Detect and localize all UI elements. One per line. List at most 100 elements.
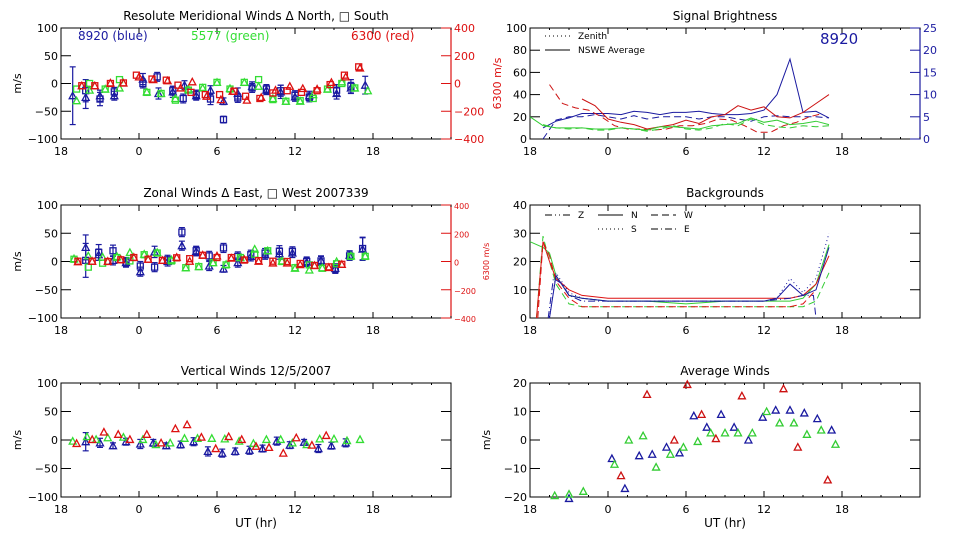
series-8920-west: [82, 227, 367, 278]
data-point: [269, 89, 277, 97]
data-point: [140, 251, 148, 259]
data-point: [192, 90, 200, 99]
y-tick-label: −50: [35, 105, 58, 118]
data-point: [230, 446, 240, 456]
data-point: [302, 439, 312, 449]
data-point: [254, 75, 263, 84]
data-point: [355, 434, 365, 444]
chart-title: Backgrounds: [686, 186, 764, 200]
chart-title: Average Winds: [680, 364, 770, 378]
y-tick-label: 40: [513, 89, 527, 102]
x-tick-label: 12: [288, 503, 302, 516]
data-point: [182, 419, 192, 429]
data-point: [771, 405, 781, 414]
data-point: [139, 79, 147, 88]
data-point: [312, 84, 322, 93]
y-tick-label: 0: [51, 256, 58, 269]
data-point: [179, 94, 187, 103]
series-6300: [72, 419, 331, 457]
data-point: [176, 439, 186, 449]
right-y-tick-label: 10: [923, 89, 937, 102]
data-point: [177, 240, 187, 250]
data-point: [564, 489, 574, 498]
right-y-tick-label: 15: [923, 66, 937, 79]
data-point: [110, 88, 118, 96]
data-point: [156, 437, 166, 447]
data-point: [254, 257, 263, 265]
x-tick-label: 6: [214, 145, 221, 158]
right-y-tick-label: 200: [454, 230, 469, 239]
data-point: [642, 389, 652, 399]
data-point: [360, 80, 370, 89]
data-point: [234, 436, 244, 445]
data-point: [278, 257, 286, 266]
y-tick-label: 10: [513, 406, 527, 419]
data-point: [609, 459, 620, 468]
data-point: [209, 258, 217, 267]
chart-title: Signal Brightness: [673, 9, 778, 23]
series-5577-w: [536, 235, 830, 319]
y-tick-label: 40: [513, 199, 527, 212]
data-point: [269, 257, 277, 265]
right-y-tick-label: 20: [923, 44, 937, 57]
data-point: [297, 88, 306, 97]
series-5577: [550, 406, 841, 500]
series-5577-zenith: [542, 118, 830, 132]
data-point: [220, 433, 230, 443]
data-point: [216, 94, 226, 104]
data-point: [310, 261, 319, 270]
legend-label: Z: [578, 211, 584, 221]
data-point: [136, 262, 144, 270]
legend-label: NSWE Average: [578, 46, 645, 56]
data-point: [233, 257, 243, 267]
data-point: [74, 257, 82, 265]
data-point: [187, 88, 195, 97]
data-point: [218, 263, 229, 273]
data-line: [542, 114, 830, 140]
series-6300-nswe-average: [581, 94, 830, 130]
data-point: [298, 83, 308, 93]
series-5577-west: [70, 247, 369, 272]
data-line: [536, 241, 830, 319]
data-point: [72, 95, 82, 105]
data-point: [338, 260, 346, 268]
legend-label: S: [631, 225, 637, 235]
data-point: [674, 447, 685, 457]
x-tick-label: 18: [366, 324, 380, 337]
data-point: [620, 483, 630, 493]
data-point: [268, 93, 278, 103]
legend-label: N: [631, 211, 638, 221]
y-tick-label: 10: [513, 284, 527, 297]
x-tick-label: 18: [54, 145, 68, 158]
data-point: [317, 257, 325, 265]
data-point: [251, 441, 261, 450]
right-y-tick-label: 5: [923, 111, 930, 124]
y-tick-label: 100: [506, 22, 527, 35]
series-5577-nswe-average: [529, 116, 830, 131]
data-point: [170, 93, 180, 103]
x-tick-label: 18: [366, 503, 380, 516]
data-point: [358, 244, 367, 253]
data-line: [542, 118, 830, 132]
y-tick-label: 60: [513, 66, 527, 79]
x-tick-label: 0: [605, 503, 612, 516]
data-point: [68, 90, 78, 100]
y-tick-label: −100: [28, 491, 58, 504]
data-point: [130, 253, 138, 262]
data-point: [326, 440, 336, 450]
right-y-tick-label: 400: [454, 22, 475, 35]
data-point: [282, 97, 290, 105]
data-line: [549, 84, 823, 133]
data-point: [275, 247, 284, 255]
data-point: [361, 252, 369, 261]
x-tick-label: 0: [136, 503, 143, 516]
data-point: [282, 258, 292, 267]
data-point: [157, 89, 165, 98]
data-point: [117, 256, 125, 264]
data-point: [98, 259, 107, 267]
x-tick-label: 18: [835, 503, 849, 516]
chart-title: Resolute Meridional Winds Δ North, □ Sou…: [123, 9, 389, 23]
data-point: [702, 422, 712, 431]
data-point: [347, 252, 355, 261]
